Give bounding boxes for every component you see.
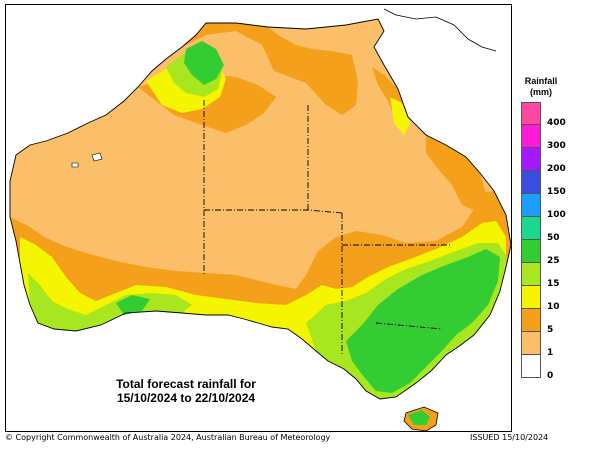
legend-row: 1: [521, 332, 591, 358]
legend-row: 100: [521, 194, 591, 220]
legend-title-line-2: (mm): [530, 87, 552, 97]
legend-row: 50: [521, 217, 591, 243]
legend-label: 400: [547, 118, 566, 128]
rainfall-legend: 400 300 200 150 100 50 25 15 10 5 1 0: [521, 102, 591, 381]
coastline: [9, 18, 511, 400]
legend-swatch: [521, 309, 541, 332]
legend-label: 1: [547, 348, 554, 358]
caption-line-1: Total forecast rainfall for: [116, 377, 256, 391]
legend-label: 100: [547, 210, 566, 220]
legend-swatch: [521, 332, 541, 355]
forecast-caption: Total forecast rainfall for 15/10/2024 t…: [96, 377, 276, 405]
png-coastline: [383, 8, 497, 52]
state-borders: [203, 100, 451, 355]
legend-title-line-1: Rainfall: [524, 76, 558, 86]
legend-swatch: [521, 240, 541, 263]
legend-label: 300: [547, 141, 566, 151]
legend-swatch: [521, 171, 541, 194]
legend-label: 15: [547, 279, 560, 289]
small-islands: [71, 152, 103, 168]
legend-swatch: [521, 148, 541, 171]
legend-label: 50: [547, 233, 560, 243]
legend-swatch: [521, 217, 541, 240]
legend-swatch: [521, 286, 541, 309]
tasmania-green: [408, 410, 430, 425]
legend-label: 0: [547, 371, 554, 381]
legend-label: 25: [547, 256, 560, 266]
australia-map: [6, 5, 511, 431]
legend-row: 300: [521, 125, 591, 151]
legend-label: 5: [547, 325, 554, 335]
caption-line-2: 15/10/2024 to 22/10/2024: [116, 391, 256, 405]
legend-swatch: [521, 125, 541, 148]
legend-row: 150: [521, 171, 591, 197]
legend-label: 150: [547, 187, 566, 197]
copyright-text: © Copyright Commonwealth of Australia 20…: [5, 433, 331, 442]
legend-row: 5: [521, 309, 591, 335]
legend-row: 400: [521, 102, 591, 128]
footer: © Copyright Commonwealth of Australia 20…: [5, 433, 595, 445]
legend-title: Rainfall (mm): [518, 76, 564, 98]
issued-date: ISSUED 15/10/2024: [470, 433, 549, 442]
legend-row: 10: [521, 286, 591, 312]
legend-label: 10: [547, 302, 560, 312]
rainfall-map: Total forecast rainfall for 15/10/2024 t…: [5, 4, 512, 432]
legend-row: 15: [521, 263, 591, 289]
legend-swatch: [521, 263, 541, 286]
zone-25mm: [116, 41, 500, 393]
legend-swatch: [521, 194, 541, 217]
legend-row: 200: [521, 148, 591, 174]
legend-row: 25: [521, 240, 591, 266]
legend-label: 200: [547, 164, 566, 174]
legend-swatch: [521, 102, 541, 125]
legend-row: 0: [521, 355, 591, 381]
legend-swatch: [521, 355, 541, 378]
